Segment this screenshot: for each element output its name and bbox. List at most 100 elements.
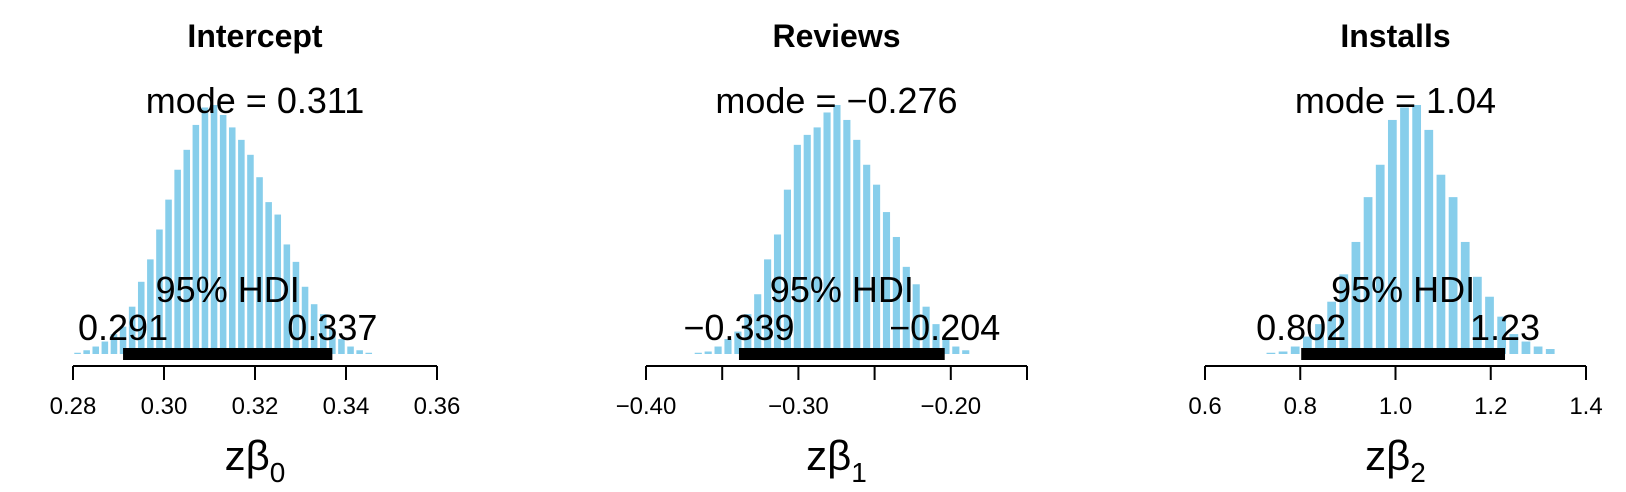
histogram-bar (882, 212, 891, 354)
histogram-bar (873, 184, 881, 354)
x-axis-label-main: zβ (225, 432, 270, 479)
x-tick-label: 0.30 (141, 393, 188, 420)
hdi-low-label: −0.339 (683, 307, 794, 348)
hdi-high-label: −0.204 (889, 307, 1000, 348)
x-tick-label: 1.0 (1379, 393, 1412, 420)
histogram-bar (1302, 336, 1312, 354)
histogram-bar (283, 244, 291, 354)
mode-label: mode = 1.04 (1295, 80, 1496, 121)
chart-title: Reviews (772, 18, 900, 54)
histogram-bar (238, 139, 245, 354)
histogram-bar (1339, 274, 1349, 354)
histogram-bar (156, 229, 163, 354)
histogram-bar (210, 105, 218, 354)
histogram-bar (338, 339, 345, 354)
histogram-bar (83, 350, 90, 354)
histogram-bar (1327, 301, 1337, 354)
histogram-bar (92, 346, 100, 354)
histogram-bar (724, 339, 732, 354)
histogram-bar (1533, 346, 1543, 354)
x-tick-label: −0.40 (616, 393, 677, 420)
x-axis-label: zβ0 (225, 432, 286, 488)
x-tick-label: 0.28 (50, 393, 97, 420)
x-axis-label-subscript: 2 (1410, 457, 1426, 488)
histogram-bar (754, 294, 762, 354)
histogram-bar (1472, 276, 1482, 354)
histogram-bar (1266, 352, 1276, 354)
x-tick-label: −0.30 (768, 393, 829, 420)
histogram-bar (292, 261, 300, 354)
histogram-bar (793, 144, 801, 354)
histogram-bar (165, 199, 172, 354)
x-tick-label: 1.4 (1569, 393, 1602, 420)
x-tick-label: 1.2 (1474, 393, 1507, 420)
x-tick-label: 0.8 (1284, 393, 1317, 420)
histogram-bar (1521, 341, 1531, 354)
hdi-low-label: 0.802 (1256, 307, 1346, 348)
histogram-bar (74, 352, 81, 354)
histogram-bar (1290, 346, 1300, 354)
mode-label: mode = −0.276 (715, 80, 957, 121)
histogram-bar (962, 350, 970, 354)
histogram-bar (1315, 324, 1324, 354)
histogram-bar (110, 334, 118, 354)
histogram-bar (892, 236, 900, 354)
histogram-bar (813, 127, 821, 354)
histogram-bar (219, 114, 227, 355)
histogram-bar (147, 259, 154, 354)
histogram-bar (329, 329, 336, 354)
x-axis-label-subscript: 0 (270, 457, 286, 488)
mode-label: mode = 0.311 (146, 80, 365, 121)
histogram-bar (952, 346, 960, 354)
histogram-bar (347, 346, 354, 354)
histogram-bar (101, 341, 109, 354)
histogram-bar (356, 350, 363, 354)
histogram-bar (1460, 241, 1470, 354)
histogram-bar (1485, 296, 1494, 354)
histogram-bar (1448, 197, 1458, 354)
x-tick-label: 0.34 (323, 393, 370, 420)
histogram-bar (853, 139, 861, 354)
hdi-label: 95% HDI (1331, 269, 1475, 310)
histogram-bar (843, 119, 851, 354)
histogram-bar (1436, 174, 1446, 354)
histogram-bar (773, 234, 782, 354)
histogram-bar (1375, 164, 1385, 354)
histogram-bar (247, 154, 254, 354)
histogram-bar (922, 306, 930, 354)
histogram-bar (137, 281, 145, 354)
histogram-bar (1278, 351, 1288, 354)
hdi-high-label: 0.337 (287, 307, 377, 348)
histogram-bar (1412, 105, 1422, 354)
histogram-bar (192, 124, 200, 354)
histogram-bar (764, 259, 772, 354)
histogram-bar (734, 331, 742, 354)
histogram-bar (902, 266, 910, 354)
hdi-high-label: 1.23 (1470, 307, 1540, 348)
histogram-bar (932, 324, 940, 354)
histogram-bar (119, 326, 127, 354)
histogram-bar (265, 202, 272, 354)
histogram-bar (1400, 107, 1409, 355)
histogram-bar (823, 112, 831, 354)
histogram-bar (1424, 129, 1434, 354)
histogram-bar (319, 314, 327, 354)
x-axis-label: zβ1 (806, 432, 867, 488)
histogram-bar (365, 352, 373, 354)
histogram-bar (783, 189, 791, 354)
histogram-bar (714, 346, 722, 354)
hdi-label: 95% HDI (156, 269, 300, 310)
x-axis-label: zβ2 (1365, 432, 1426, 488)
histogram-bar (1545, 349, 1555, 354)
histogram-bar (1363, 197, 1373, 354)
panel-2: Reviews mode = −0.276 95% HDI−0.339 −0.204 −… (616, 18, 1028, 488)
histogram-bar (803, 134, 811, 354)
histogram-bar (1351, 241, 1361, 354)
histogram-bar (863, 164, 871, 354)
x-axis-label-main: zβ (806, 432, 851, 479)
histogram-bar (256, 177, 263, 354)
chart-title: Intercept (187, 18, 322, 54)
